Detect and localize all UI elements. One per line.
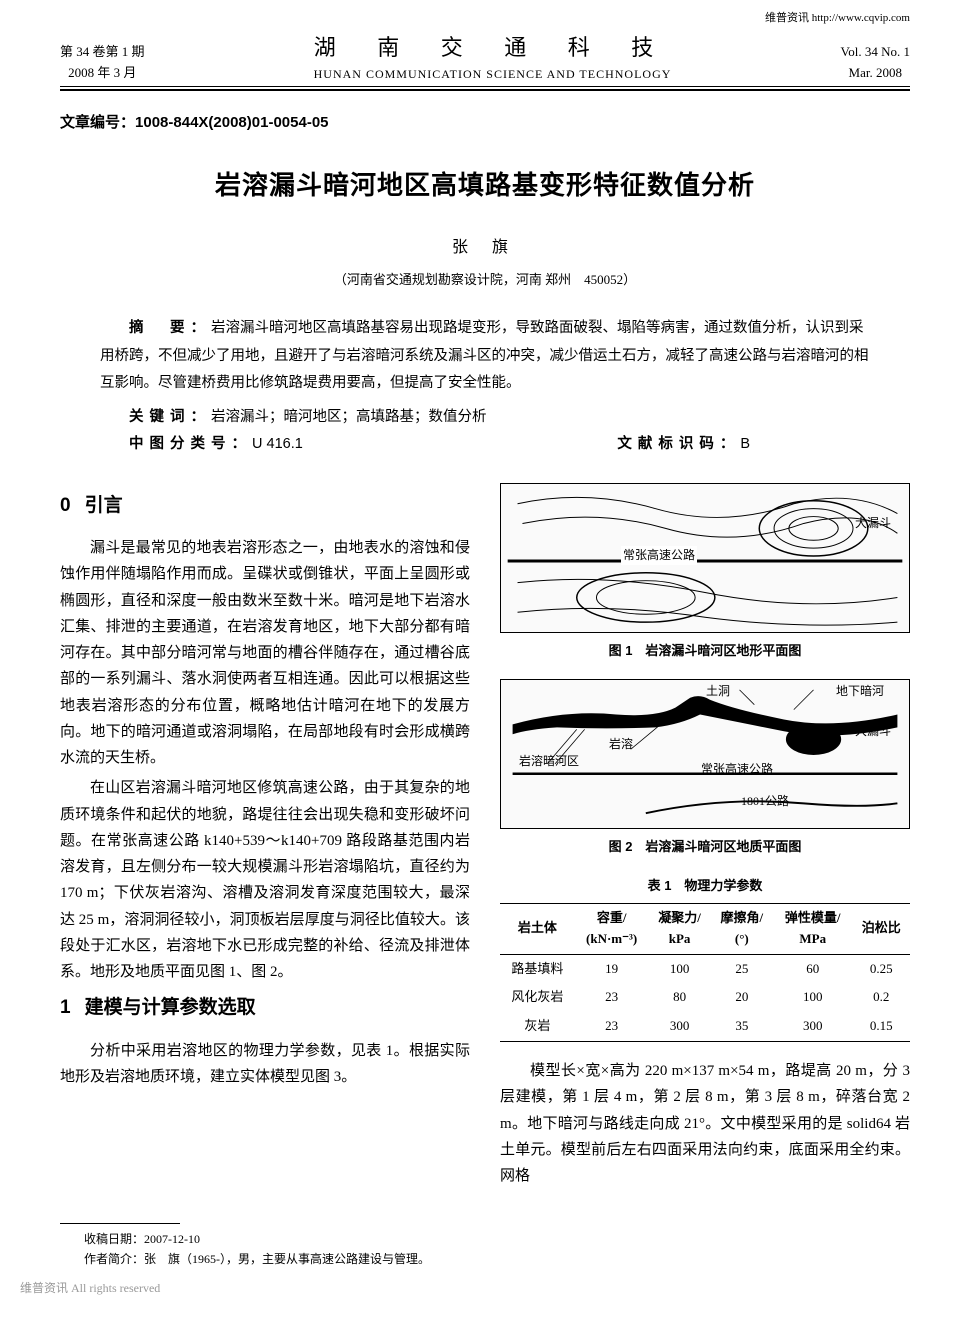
table-row: 风化灰岩2380201000.2 [500,983,910,1012]
figure-1: 大漏斗 常张高速公路 [500,483,910,633]
table-cell: 0.2 [853,983,910,1012]
table-1: 岩土体容重/(kN·m⁻³)凝聚力/kPa摩擦角/(°)弹性模量/MPa泊松比 … [500,903,910,1042]
table-cell: 19 [575,954,649,983]
abstract-label: 摘 要： [129,320,211,336]
doccode-text: B [740,436,750,452]
table-cell: 80 [648,983,710,1012]
classnum-text: U 416.1 [252,436,303,452]
doccode-label: 文献标识码： [617,436,740,452]
table-cell: 20 [711,983,773,1012]
article-id: 文章编号：1008-844X(2008)01-0054-05 [60,111,910,135]
table-cell: 风化灰岩 [500,983,575,1012]
article-id-label: 文章编号： [60,114,135,131]
abstract-text: 岩溶漏斗暗河地区高填路基容易出现路堤变形，导致路面破裂、塌陷等病害，通过数值分析… [100,320,869,391]
paragraph: 模型长×宽×高为 220 m×137 m×54 m，路堤高 20 m，分 3 层… [500,1058,910,1189]
header-rule [60,89,910,91]
figure-1-caption: 图 1 岩溶漏斗暗河区地形平面图 [500,641,910,662]
right-column: 大漏斗 常张高速公路 图 1 岩溶漏斗暗河区地形平面图 岩溶 岩溶暗河区 土洞 … [500,483,910,1194]
fig2-label-funnel: 大漏斗 [855,722,891,741]
vol-issue-en: Vol. 34 No. 1 [841,42,910,63]
table-cell: 300 [773,1012,853,1041]
keywords-text: 岩溶漏斗；暗河地区；高填路基；数值分析 [211,409,487,425]
footer-author-bio: 作者简介：张 旗（1965-），男，主要从事高速公路建设与管理。 [84,1250,910,1269]
footer-rule [60,1223,180,1224]
footer-received: 收稿日期：2007-12-10 [84,1230,910,1249]
table-cell: 23 [575,1012,649,1041]
paragraph: 分析中采用岩溶地区的物理力学参数，见表 1。根据实际地形及岩溶地质环境，建立实体… [60,1038,470,1091]
table-cell: 300 [648,1012,710,1041]
vol-issue-cn: 第 34 卷第 1 期 [60,42,145,63]
section-1-title: 建模与计算参数选取 [85,997,256,1018]
section-1-num: 1 [60,997,71,1018]
table-cell: 路基填料 [500,954,575,983]
table-header-cell: 弹性模量/MPa [773,904,853,955]
section-0-heading: 0 引言 [60,491,470,521]
table-cell: 100 [773,983,853,1012]
fig2-label-road1801: 1801公路 [741,792,789,811]
journal-header: 第 34 卷第 1 期 2008 年 3 月 湖 南 交 通 科 技 HUNAN… [60,30,910,87]
table-row: 路基填料1910025600.25 [500,954,910,983]
table-row: 灰岩23300353000.15 [500,1012,910,1041]
table-1-caption: 表 1 物理力学参数 [500,876,910,897]
table-cell: 25 [711,954,773,983]
table-header-cell: 容重/(kN·m⁻³) [575,904,649,955]
fig2-label-karst: 岩溶 [609,735,633,754]
left-column: 0 引言 漏斗是最常见的地表岩溶形态之一，由地表水的溶蚀和侵蚀作用伴随塌陷作用而成… [60,483,470,1194]
table-header-cell: 凝聚力/kPa [648,904,710,955]
affiliation: （河南省交通规划勘察设计院，河南 郑州 450052） [60,270,910,291]
figure-2-caption: 图 2 岩溶漏斗暗河区地质平面图 [500,837,910,858]
journal-title-cn: 湖 南 交 通 科 技 [145,30,841,65]
fig2-label-riverzone: 岩溶暗河区 [519,752,579,771]
watermark: 维普资讯 All rights reserved [20,1279,910,1298]
table-header-cell: 泊松比 [853,904,910,955]
author: 张 旗 [60,235,910,261]
keywords-label: 关键词： [129,409,211,425]
fig2-label-tudong: 土洞 [706,682,730,701]
article-title: 岩溶漏斗暗河地区高填路基变形特征数值分析 [60,165,910,207]
figure-1-svg [501,484,909,632]
fig1-label-highway: 常张高速公路 [621,546,697,565]
section-0-num: 0 [60,495,71,516]
section-1-heading: 1 建模与计算参数选取 [60,993,470,1023]
date-cn: 2008 年 3 月 [60,63,145,84]
table-cell: 100 [648,954,710,983]
article-id-value: 1008-844X(2008)01-0054-05 [135,114,328,131]
fig1-label-funnel: 大漏斗 [855,514,891,533]
paragraph: 漏斗是最常见的地表岩溶形态之一，由地表水的溶蚀和侵蚀作用伴随塌陷作用而成。呈碟状… [60,535,470,771]
journal-title-en: HUNAN COMMUNICATION SCIENCE AND TECHNOLO… [145,65,841,84]
section-0-title: 引言 [85,495,123,516]
body-columns: 0 引言 漏斗是最常见的地表岩溶形态之一，由地表水的溶蚀和侵蚀作用伴随塌陷作用而成… [60,483,910,1194]
table-header-cell: 摩擦角/(°) [711,904,773,955]
date-en: Mar. 2008 [841,63,910,84]
table-cell: 35 [711,1012,773,1041]
table-cell: 0.15 [853,1012,910,1041]
table-cell: 0.25 [853,954,910,983]
source-link: 维普资讯 http://www.cqvip.com [60,10,910,28]
table-cell: 23 [575,983,649,1012]
fig2-label-underground: 地下暗河 [836,682,884,701]
table-header-cell: 岩土体 [500,904,575,955]
table-cell: 灰岩 [500,1012,575,1041]
paragraph: 在山区岩溶漏斗暗河地区修筑高速公路，由于其复杂的地质环境条件和起伏的地貌，路堤往… [60,775,470,985]
abstract-block: 摘 要：岩溶漏斗暗河地区高填路基容易出现路堤变形，导致路面破裂、塌陷等病害，通过… [100,315,870,459]
table-cell: 60 [773,954,853,983]
figure-2: 岩溶 岩溶暗河区 土洞 地下暗河 大漏斗 常张高速公路 1801公路 [500,679,910,829]
classnum-label: 中图分类号： [129,436,252,452]
fig2-label-highway: 常张高速公路 [701,760,773,779]
